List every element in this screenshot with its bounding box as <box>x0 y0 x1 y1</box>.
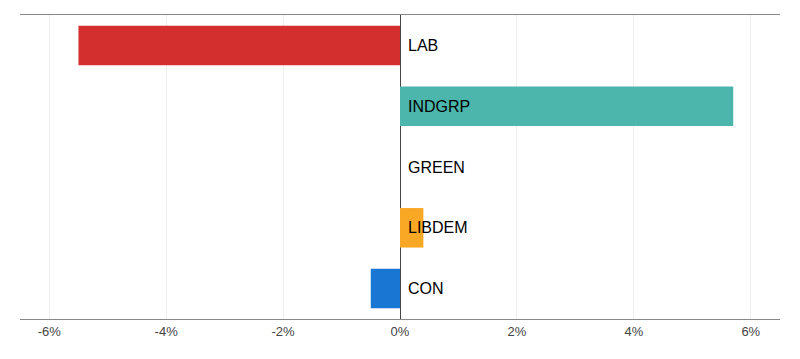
svg-text:INDGRP: INDGRP <box>408 98 470 115</box>
svg-text:2%: 2% <box>508 324 527 339</box>
svg-text:0%: 0% <box>391 324 410 339</box>
svg-text:LAB: LAB <box>408 37 438 54</box>
svg-text:6%: 6% <box>741 324 760 339</box>
svg-text:4%: 4% <box>624 324 643 339</box>
svg-text:-6%: -6% <box>38 324 62 339</box>
svg-text:-2%: -2% <box>272 324 296 339</box>
svg-text:-4%: -4% <box>155 324 179 339</box>
svg-text:LIBDEM: LIBDEM <box>408 219 468 236</box>
svg-text:GREEN: GREEN <box>408 159 465 176</box>
svg-text:CON: CON <box>408 280 444 297</box>
